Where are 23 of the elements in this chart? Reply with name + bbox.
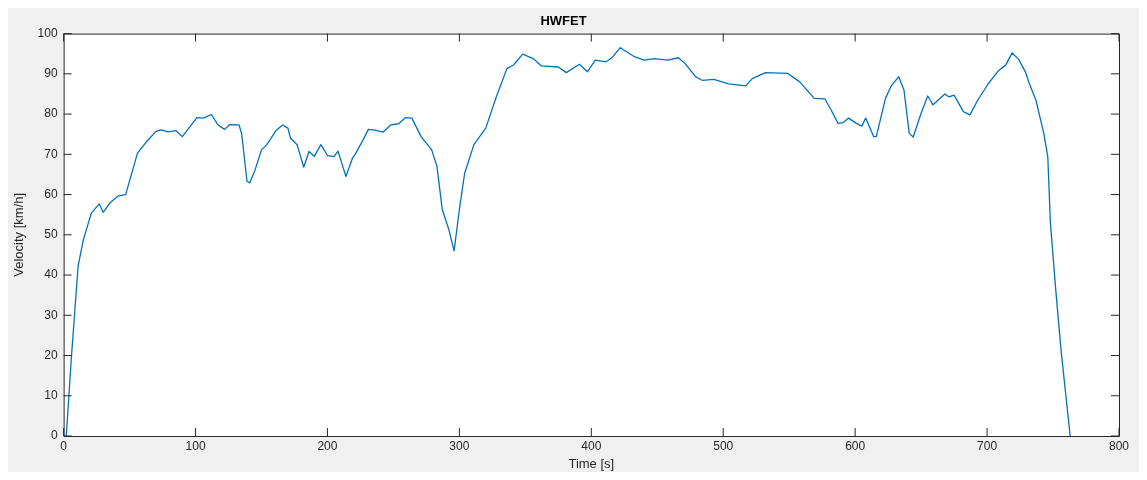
x-axis-title: Time [s] [568,455,615,471]
y-tick-label: 0 [50,428,58,443]
x-tick-label: 800 [1108,438,1130,453]
x-tick-label: 300 [449,438,470,453]
y-tick-label: 100 [37,25,58,40]
x-tick-label: 400 [581,438,602,453]
y-tick-label: 10 [44,388,58,403]
chart-title: HWFET [540,13,587,29]
x-tick-label: 700 [977,438,998,453]
y-tick-label: 90 [44,66,58,81]
y-tick-label: 70 [44,146,58,161]
x-tick-label: 200 [317,438,338,453]
y-axis-title: Velocity [km/h] [11,192,27,277]
y-tick-label: 30 [44,307,58,322]
y-tick-label: 20 [44,347,58,362]
y-tick-label: 50 [44,227,58,242]
x-tick-label: 0 [60,438,68,453]
x-tick-label: 100 [185,438,206,453]
y-tick-label: 40 [44,267,58,282]
y-tick-label: 80 [44,106,58,121]
x-tick-label: 600 [845,438,866,453]
x-tick-label: 500 [713,438,734,453]
y-tick-label: 60 [44,186,58,201]
